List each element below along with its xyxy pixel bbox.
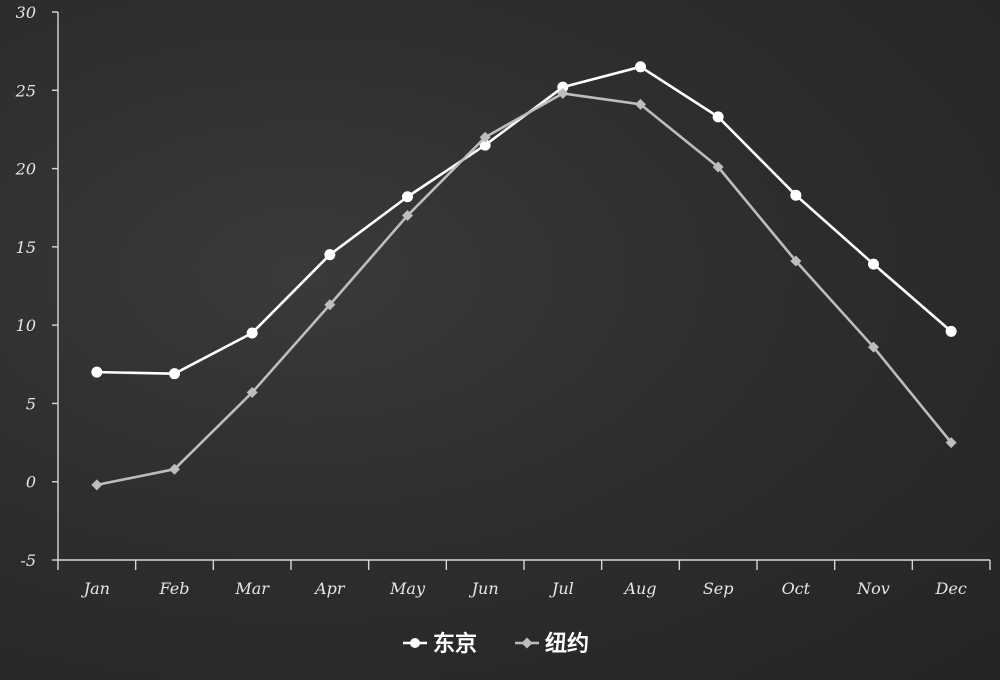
x-tick-label-jun: Jun: [469, 579, 499, 598]
data-point-circle[interactable]: [402, 191, 413, 203]
y-tick-label: 0: [26, 473, 36, 492]
x-tick-label-oct: Oct: [782, 579, 811, 598]
x-tick-label-sep: Sep: [703, 579, 734, 598]
x-tick-label-apr: Apr: [313, 579, 346, 598]
legend-label: 纽约: [545, 631, 589, 657]
x-tick-label-mar: Mar: [234, 579, 270, 598]
data-point-circle[interactable]: [712, 111, 724, 123]
data-point-diamond[interactable]: [479, 131, 491, 143]
data-point-circle[interactable]: [91, 366, 103, 378]
data-point-circle[interactable]: [635, 61, 646, 73]
legend-item-1[interactable]: 纽约: [515, 631, 589, 657]
data-point-circle[interactable]: [868, 258, 879, 270]
legend-circle-icon: [410, 638, 420, 648]
data-point-circle[interactable]: [324, 249, 336, 261]
x-tick-label-aug: Aug: [622, 579, 656, 598]
series-layer: [91, 61, 957, 491]
data-point-diamond[interactable]: [402, 210, 413, 222]
data-point-diamond[interactable]: [868, 341, 879, 353]
y-tick-label: 25: [15, 81, 36, 100]
data-point-diamond[interactable]: [246, 386, 258, 398]
data-point-diamond[interactable]: [557, 87, 569, 99]
series-1: [91, 87, 957, 491]
y-tick-label: -5: [20, 551, 36, 570]
x-tick-label-nov: Nov: [856, 579, 890, 598]
y-axis: -5 0 5 10 15 20 25 30: [15, 3, 59, 570]
legend[interactable]: 东京 纽约: [403, 631, 589, 657]
x-tick-label-may: May: [389, 579, 426, 598]
legend-item-0[interactable]: 东京: [403, 631, 477, 657]
data-point-diamond[interactable]: [945, 437, 957, 449]
data-point-diamond[interactable]: [635, 98, 646, 110]
x-tick-label-feb: Feb: [159, 579, 190, 598]
data-point-circle[interactable]: [790, 189, 802, 201]
x-tick-label-dec: Dec: [935, 579, 967, 598]
data-point-diamond[interactable]: [169, 463, 180, 475]
data-point-circle[interactable]: [945, 325, 957, 337]
y-tick-label: 10: [16, 316, 36, 335]
data-point-circle[interactable]: [246, 327, 258, 339]
y-tick-label: 15: [16, 238, 36, 257]
data-point-diamond[interactable]: [790, 255, 802, 267]
data-point-diamond[interactable]: [324, 299, 336, 311]
series-line-1: [96, 92, 953, 487]
x-axis: Jan Feb Mar Apr May Jun Jul Aug Sep Oct Nov Dec: [57, 559, 991, 598]
data-point-diamond[interactable]: [91, 479, 103, 491]
legend-diamond-icon: [521, 637, 533, 649]
x-tick-label-jan: Jan: [81, 579, 110, 598]
data-point-circle[interactable]: [169, 368, 180, 380]
series-0: [91, 61, 957, 380]
y-tick-label: 5: [26, 394, 36, 413]
data-point-diamond[interactable]: [712, 161, 724, 173]
series-line-0: [96, 65, 953, 375]
legend-label: 东京: [433, 631, 477, 657]
y-tick-label: 20: [15, 160, 36, 179]
x-tick-label-jul: Jul: [549, 579, 574, 598]
y-tick-label: 30: [16, 3, 36, 22]
